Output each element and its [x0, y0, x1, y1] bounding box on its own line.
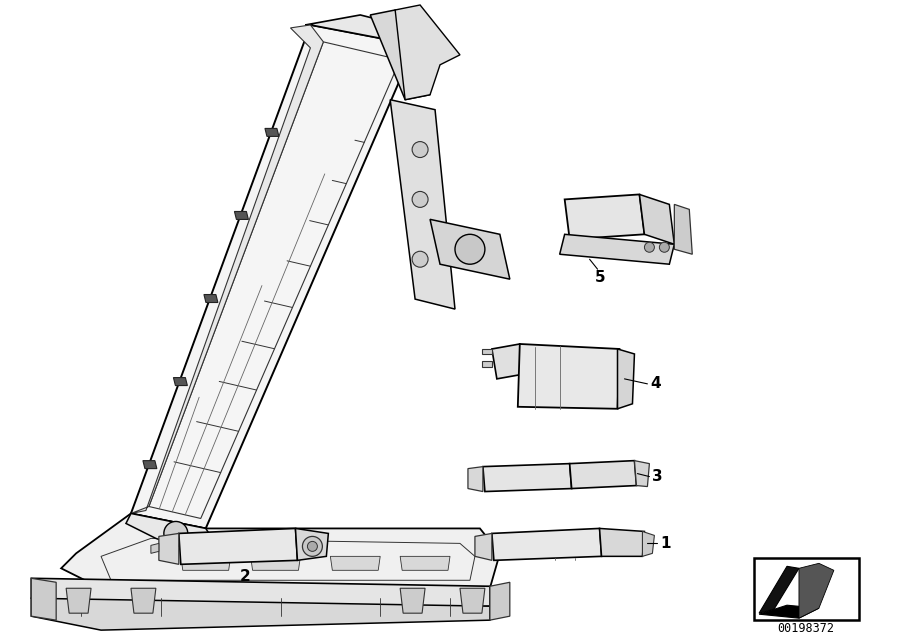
- Polygon shape: [799, 563, 834, 618]
- Polygon shape: [179, 529, 298, 564]
- Circle shape: [412, 251, 428, 267]
- Text: 5: 5: [595, 270, 606, 285]
- Polygon shape: [204, 294, 218, 303]
- Polygon shape: [492, 529, 601, 560]
- Circle shape: [164, 522, 188, 546]
- Polygon shape: [32, 578, 56, 620]
- Polygon shape: [391, 100, 455, 309]
- Polygon shape: [460, 588, 485, 613]
- Polygon shape: [295, 529, 328, 560]
- Polygon shape: [126, 513, 216, 550]
- Circle shape: [302, 536, 322, 556]
- Polygon shape: [130, 25, 323, 513]
- Polygon shape: [759, 605, 819, 618]
- Polygon shape: [32, 598, 490, 630]
- Polygon shape: [174, 378, 187, 385]
- Circle shape: [308, 541, 318, 551]
- Polygon shape: [674, 204, 692, 254]
- Polygon shape: [143, 460, 157, 469]
- Polygon shape: [234, 212, 248, 219]
- Polygon shape: [181, 556, 230, 570]
- Polygon shape: [570, 460, 636, 488]
- Circle shape: [412, 142, 428, 158]
- Polygon shape: [639, 195, 674, 244]
- Polygon shape: [400, 556, 450, 570]
- Polygon shape: [305, 15, 420, 45]
- Polygon shape: [759, 566, 799, 613]
- Polygon shape: [250, 556, 301, 570]
- Polygon shape: [560, 234, 674, 264]
- Polygon shape: [599, 529, 644, 556]
- Text: 2: 2: [240, 569, 251, 584]
- Polygon shape: [130, 588, 156, 613]
- Circle shape: [660, 242, 670, 252]
- Polygon shape: [492, 344, 525, 379]
- Circle shape: [412, 191, 428, 207]
- Polygon shape: [475, 534, 492, 560]
- Polygon shape: [564, 195, 644, 239]
- Polygon shape: [468, 467, 483, 492]
- Polygon shape: [61, 513, 500, 588]
- Polygon shape: [265, 128, 279, 136]
- Polygon shape: [151, 543, 159, 553]
- Circle shape: [455, 234, 485, 264]
- Text: 1: 1: [661, 536, 670, 551]
- Polygon shape: [130, 25, 415, 529]
- Polygon shape: [483, 464, 572, 492]
- Polygon shape: [482, 349, 492, 354]
- Polygon shape: [643, 532, 654, 556]
- Polygon shape: [66, 588, 91, 613]
- Polygon shape: [634, 460, 650, 487]
- Polygon shape: [430, 219, 509, 279]
- Text: 3: 3: [652, 469, 663, 484]
- Polygon shape: [330, 556, 380, 570]
- Polygon shape: [159, 534, 179, 564]
- Polygon shape: [370, 10, 430, 100]
- Bar: [754, 558, 859, 620]
- Text: 00198372: 00198372: [778, 621, 834, 635]
- Polygon shape: [32, 578, 490, 613]
- Polygon shape: [490, 583, 509, 620]
- Polygon shape: [482, 361, 492, 367]
- Polygon shape: [395, 5, 460, 100]
- Polygon shape: [518, 344, 619, 409]
- Polygon shape: [400, 588, 425, 613]
- Text: 4: 4: [651, 377, 661, 391]
- Circle shape: [644, 242, 654, 252]
- Polygon shape: [617, 349, 634, 409]
